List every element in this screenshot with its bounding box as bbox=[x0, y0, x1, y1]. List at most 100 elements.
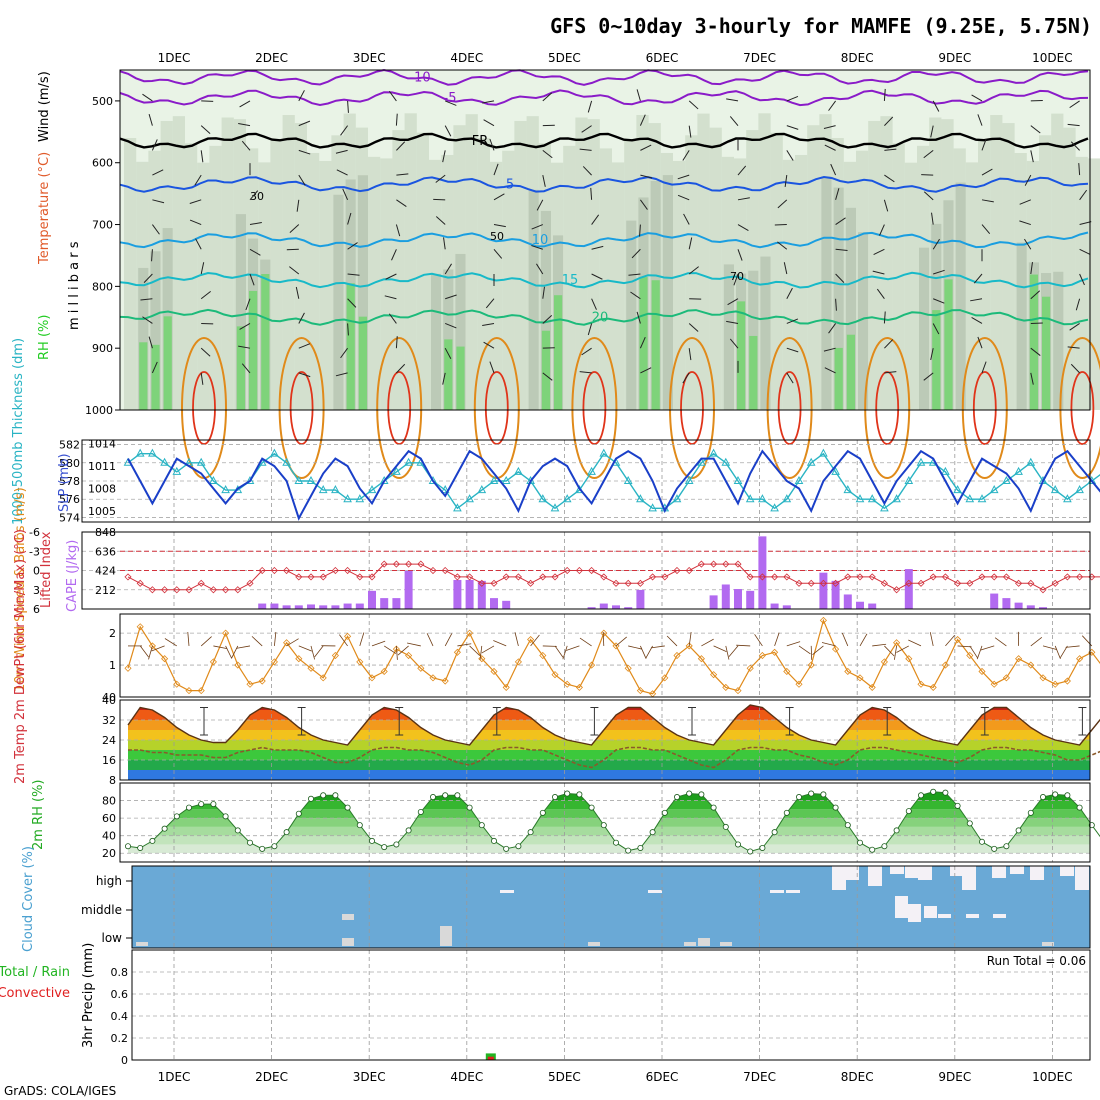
wind-speed-point bbox=[331, 651, 339, 660]
cape-bar bbox=[636, 589, 645, 609]
wind-barb bbox=[249, 248, 261, 256]
rh-point bbox=[344, 804, 351, 811]
precip-tick-label: 0 bbox=[121, 1054, 128, 1067]
lifted-index-point bbox=[478, 579, 486, 587]
rh-moist bbox=[737, 301, 746, 410]
thickness-point bbox=[343, 494, 352, 503]
precip-tick-label: 0.6 bbox=[111, 988, 129, 1001]
wind-barb bbox=[189, 219, 202, 226]
date-label: 10DEC bbox=[1032, 51, 1072, 65]
wind-barb bbox=[976, 645, 983, 660]
top-date-axis: 1DEC 2DEC 3DEC 4DEC 5DEC 6DEC 7DEC 8DEC 9DEC 10DE… bbox=[158, 51, 1073, 65]
wind-speed-point bbox=[173, 680, 181, 688]
wind-barb bbox=[970, 298, 983, 302]
wind-speed-point bbox=[124, 664, 132, 672]
rh-shade bbox=[477, 138, 490, 410]
isotherm-30-loop bbox=[289, 371, 314, 445]
wind-barb bbox=[1030, 636, 1043, 647]
thickness-point bbox=[794, 475, 804, 484]
wind-speed-point bbox=[222, 629, 230, 637]
lifted-index-point bbox=[746, 573, 754, 581]
cape-bar bbox=[282, 605, 291, 609]
thickness-point bbox=[245, 475, 255, 484]
wind-barb bbox=[483, 119, 495, 127]
rh-point bbox=[735, 841, 742, 848]
wind-speed-point bbox=[270, 658, 278, 666]
wind-barb bbox=[981, 199, 994, 203]
lifted-index-point bbox=[868, 573, 876, 581]
rh-shade bbox=[760, 256, 771, 410]
wind-barb bbox=[639, 114, 646, 126]
wind-barb bbox=[298, 120, 311, 127]
wind-axis-label: Wind (m/s) bbox=[37, 71, 52, 142]
isotherm-line bbox=[119, 231, 1089, 249]
rh-point bbox=[539, 809, 546, 816]
lifted-index-point bbox=[319, 573, 327, 581]
lifted-index-point bbox=[331, 566, 339, 575]
thickness-point bbox=[831, 466, 840, 475]
lifted-index-point bbox=[283, 566, 291, 575]
wind-barb bbox=[884, 371, 897, 374]
thickness-point bbox=[733, 475, 743, 484]
wind-barb bbox=[142, 93, 153, 102]
rh-tick-label: 20 bbox=[102, 847, 116, 860]
cape-bar bbox=[624, 607, 633, 609]
wind-barb bbox=[562, 645, 568, 660]
rh-shade bbox=[528, 189, 539, 410]
thickness-point bbox=[587, 466, 596, 475]
wind-barb bbox=[884, 645, 895, 657]
thickness-point bbox=[465, 494, 474, 503]
precip-convective-bar bbox=[487, 1056, 494, 1060]
y-tick-label: 900 bbox=[92, 342, 113, 355]
lifted-index-point bbox=[405, 560, 413, 568]
temp-band bbox=[128, 730, 1090, 740]
rh-point bbox=[759, 844, 766, 851]
wind-speed-point bbox=[307, 664, 315, 672]
wind-speed-point bbox=[319, 674, 327, 682]
wind-barb bbox=[835, 248, 848, 252]
rh-shade bbox=[150, 251, 161, 410]
rh-point bbox=[442, 792, 449, 799]
rh-contour-label: 30 bbox=[250, 190, 264, 203]
wind-barb bbox=[821, 642, 836, 647]
wind-barb bbox=[347, 212, 352, 225]
cape-bar bbox=[746, 590, 755, 609]
wind-barb bbox=[388, 90, 397, 102]
thickness-point bbox=[623, 475, 633, 484]
isotherm-30-loop bbox=[582, 371, 607, 445]
wind-barb bbox=[798, 645, 811, 655]
wind-barb bbox=[187, 631, 190, 646]
rh-point bbox=[710, 804, 717, 811]
rh-point bbox=[210, 801, 217, 808]
wind-barb bbox=[828, 323, 837, 334]
rh-point bbox=[930, 788, 937, 795]
lifted-index-point bbox=[844, 573, 852, 581]
rh-point bbox=[393, 841, 400, 848]
rh-point bbox=[381, 844, 388, 851]
precip-tick-label: 0.2 bbox=[111, 1032, 129, 1045]
wind-barb bbox=[148, 645, 153, 660]
thickness-axis-label: 1000-500mb Thickness (dm) bbox=[11, 338, 26, 525]
lifted-index-point bbox=[551, 573, 559, 581]
cape-bar bbox=[331, 605, 340, 609]
rh-shade bbox=[587, 119, 600, 410]
wind-speed-point bbox=[905, 655, 913, 663]
rh-point bbox=[307, 795, 314, 802]
wind-barb bbox=[298, 372, 311, 378]
wind-barb bbox=[396, 199, 407, 207]
wind-barb bbox=[444, 263, 452, 275]
wind-barb bbox=[636, 311, 641, 324]
wind-barb bbox=[884, 339, 894, 349]
run-total-label: Run Total = 0.06 bbox=[987, 954, 1086, 968]
thickness-point bbox=[819, 448, 828, 457]
wind-barb bbox=[582, 166, 592, 176]
wind-barb bbox=[636, 89, 641, 102]
thickness-point bbox=[209, 475, 218, 484]
lifted-index-point bbox=[380, 560, 388, 568]
high-cloud-cell bbox=[962, 866, 976, 890]
mid-cloud-cell bbox=[924, 906, 937, 918]
wind-barb bbox=[397, 645, 409, 656]
wind-speed-point bbox=[600, 629, 608, 637]
date-label: 1DEC bbox=[158, 1070, 191, 1084]
